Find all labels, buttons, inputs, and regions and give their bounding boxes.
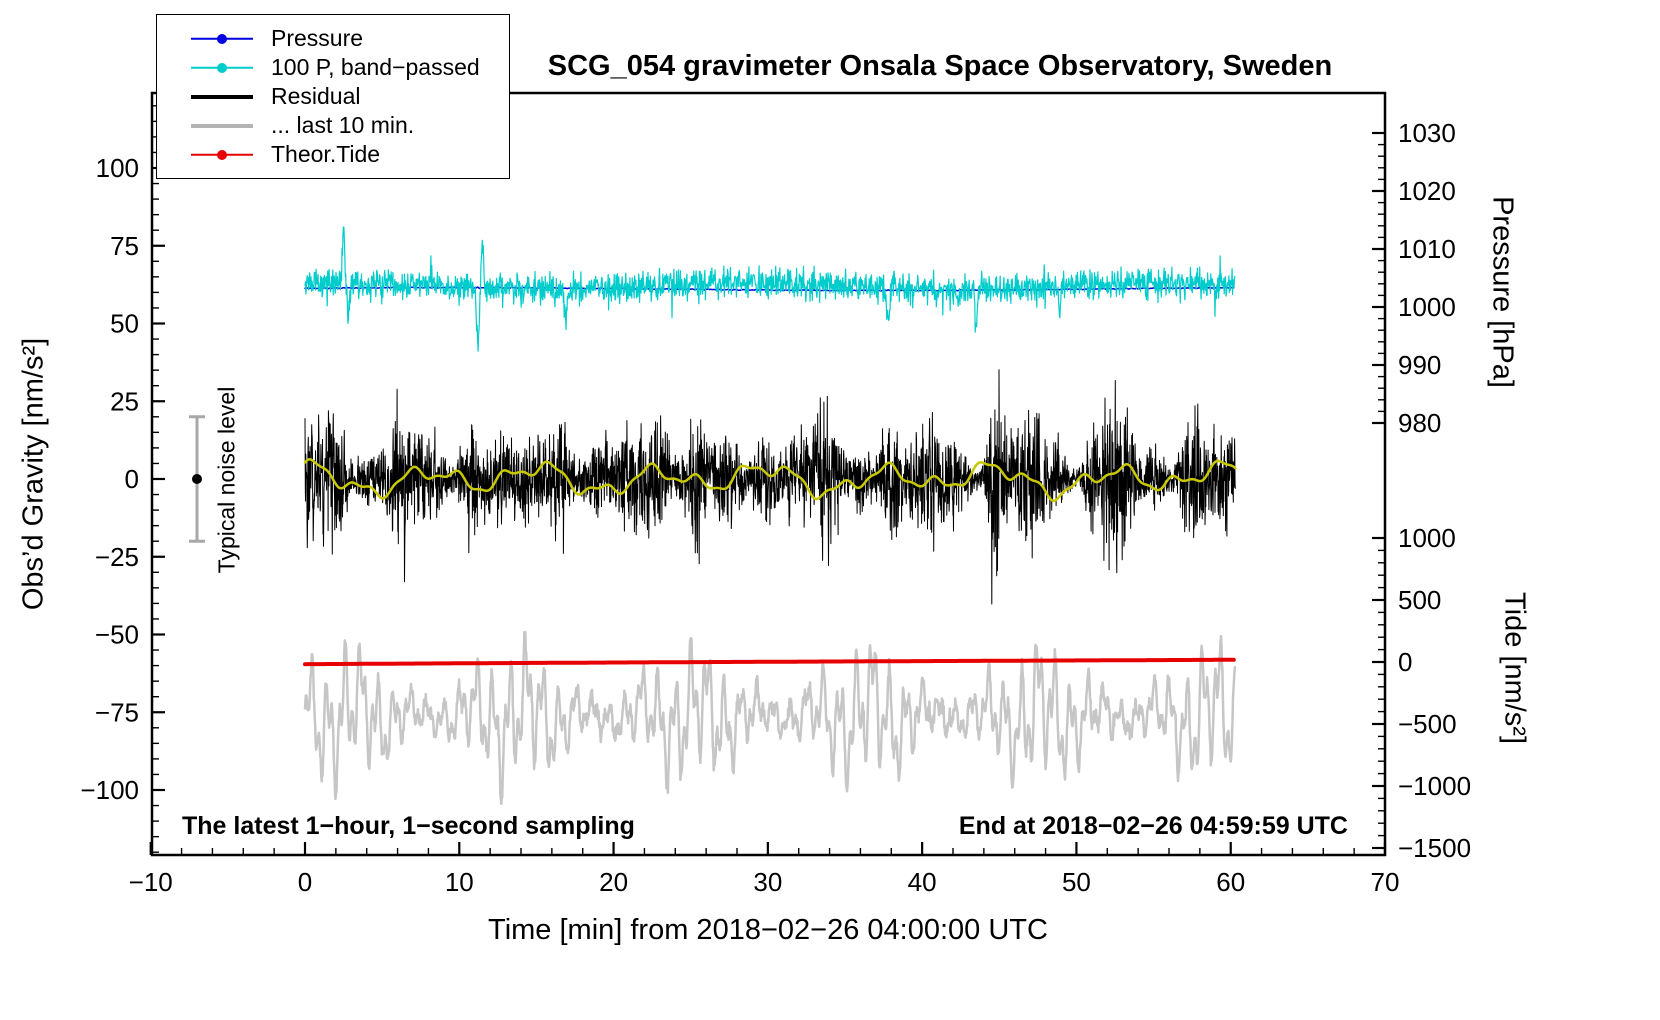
tick-label: 990	[1398, 350, 1441, 380]
tick-label: −50	[95, 620, 139, 650]
legend-item-pressure: Pressure	[157, 24, 509, 53]
end-time-annotation: End at 2018−02−26 04:59:59 UTC	[958, 812, 1348, 840]
legend-item-residual: Residual	[157, 82, 509, 111]
legend-item-bandpassed: 100 P, band−passed	[157, 53, 509, 82]
tick-label: 30	[753, 867, 782, 897]
tick-label: 0	[125, 464, 139, 494]
tick-label: 1000	[1398, 523, 1456, 553]
tick-label: 1020	[1398, 176, 1456, 206]
tick-label: 500	[1398, 585, 1441, 615]
pressure-line-icon	[191, 30, 253, 48]
residual-line-icon	[191, 88, 253, 106]
chart-title: SCG_054 gravimeter Onsala Space Observat…	[547, 50, 1333, 82]
tick-label: 10	[445, 867, 474, 897]
legend-label: Residual	[271, 83, 361, 109]
tick-label: 20	[599, 867, 628, 897]
tick-label: −25	[95, 542, 139, 572]
tick-label: 100	[96, 153, 139, 183]
tick-label: 40	[908, 867, 937, 897]
time-axis-label: Time [min] from 2018−02−26 04:00:00 UTC	[488, 914, 1048, 946]
tick-label: 1010	[1398, 234, 1456, 264]
gravity-axis-label: Obs’d Gravity [nm/s²]	[17, 337, 50, 611]
legend-item-last10min: ... last 10 min.	[157, 111, 509, 140]
theoretical-tide-trace	[303, 657, 1236, 667]
tick-label: 0	[1398, 647, 1412, 677]
last10min-line-icon	[191, 117, 253, 135]
sampling-annotation: The latest 1−hour, 1−second sampling	[182, 812, 635, 840]
tick-label: 25	[110, 386, 139, 416]
smoothed-residual-trace	[303, 458, 1237, 503]
legend-label: 100 P, band−passed	[271, 54, 480, 80]
legend-item-theortide: Theor.Tide	[157, 140, 509, 169]
legend-label: Pressure	[271, 25, 364, 51]
tick-label: 60	[1216, 867, 1245, 897]
noise-level-dot	[191, 474, 202, 484]
tick-label: −100	[80, 775, 139, 805]
tick-label: 50	[110, 309, 139, 339]
tick-label: 50	[1062, 867, 1091, 897]
tide-axis-label: Tide [nm/s²]	[1498, 591, 1531, 745]
tick-label: 1030	[1398, 118, 1456, 148]
tick-label: 980	[1398, 408, 1441, 438]
legend-label: Theor.Tide	[271, 141, 381, 167]
tick-label: 0	[298, 867, 312, 897]
tick-label: −500	[1398, 709, 1457, 739]
legend-label: ... last 10 min.	[271, 112, 415, 138]
bandpassed-pressure-trace	[304, 226, 1236, 352]
last10min-residual-trace	[303, 630, 1237, 806]
tick-label: −75	[95, 697, 139, 727]
legend: Pressure 100 P, band−passed Residual ...…	[156, 14, 510, 179]
tick-label: 70	[1371, 867, 1400, 897]
tick-label: 75	[110, 231, 139, 261]
tick-label: −1500	[1398, 833, 1471, 863]
noise-level-label: Typical noise level	[213, 386, 240, 574]
tick-label: −1000	[1398, 771, 1471, 801]
residual-trace	[304, 369, 1236, 605]
tick-label: −10	[129, 867, 173, 897]
pressure-axis-label: Pressure [hPa]	[1486, 196, 1519, 388]
theortide-line-icon	[191, 146, 253, 164]
tick-label: 1000	[1398, 292, 1456, 322]
bandpassed-line-icon	[191, 59, 253, 77]
